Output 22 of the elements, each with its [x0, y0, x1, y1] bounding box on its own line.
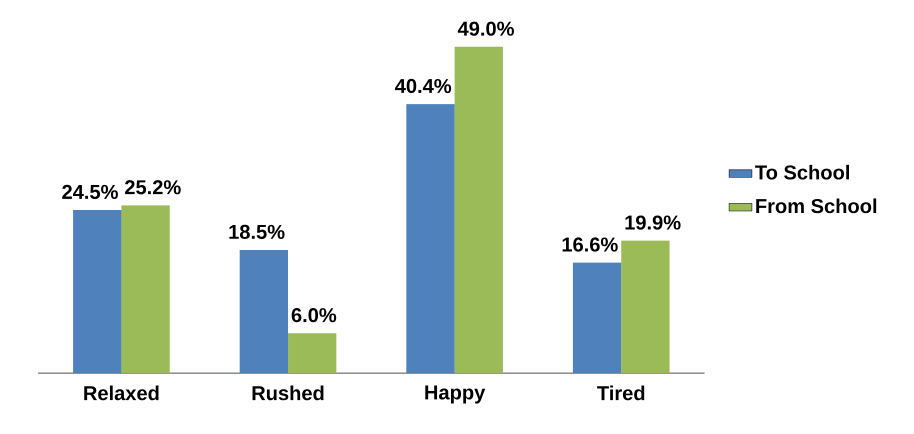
legend-label: From School: [756, 198, 876, 214]
x-tick-label: Tired: [597, 385, 644, 400]
bar: [73, 210, 122, 374]
x-tick-label: Happy: [425, 385, 486, 404]
bar: [621, 240, 670, 374]
bar: [121, 205, 170, 374]
data-label: 40.4%: [395, 78, 452, 94]
x-tick-label: Relaxed: [84, 385, 159, 400]
data-label: 18.5%: [229, 224, 285, 239]
x-tick-label: Rushed: [252, 385, 324, 400]
bar: [288, 333, 336, 374]
legend-label: To School: [755, 164, 849, 180]
bar: [454, 46, 503, 374]
data-label: 16.6%: [562, 237, 618, 252]
data-label: 49.0%: [458, 22, 514, 36]
data-label: 24.5%: [62, 184, 118, 199]
data-label: 25.2%: [125, 180, 181, 194]
bar: [240, 250, 288, 374]
data-label: 6.0%: [292, 308, 336, 322]
data-label: 19.9%: [625, 215, 681, 230]
bar: [406, 104, 455, 374]
bar: [572, 262, 622, 374]
